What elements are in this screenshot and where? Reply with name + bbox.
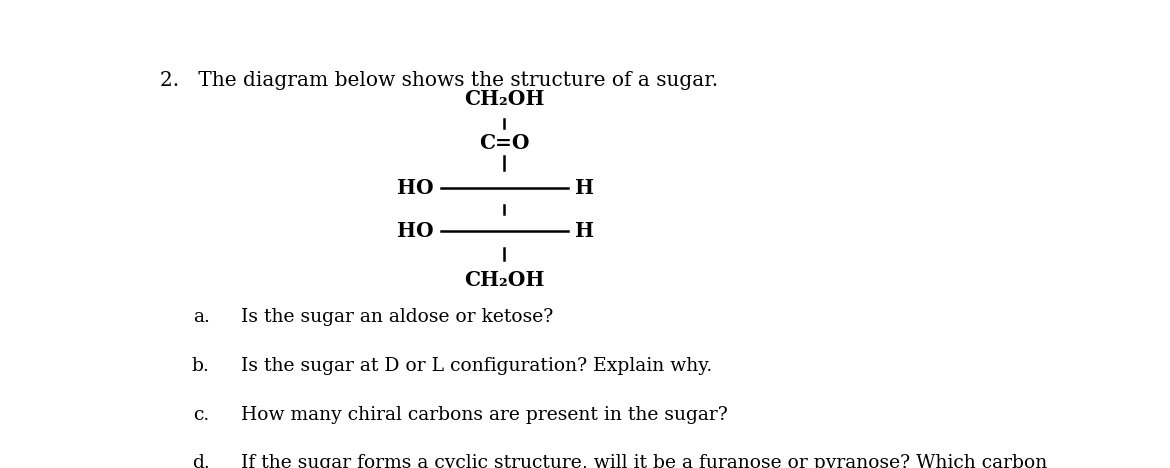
Text: d.: d. xyxy=(192,454,209,468)
Text: H: H xyxy=(576,178,594,197)
Text: HO: HO xyxy=(397,178,434,197)
Text: CH₂OH: CH₂OH xyxy=(464,89,544,110)
Text: c.: c. xyxy=(193,406,209,424)
Text: 2.   The diagram below shows the structure of a sugar.: 2. The diagram below shows the structure… xyxy=(160,71,718,89)
Text: H: H xyxy=(576,221,594,241)
Text: b.: b. xyxy=(192,357,209,375)
Text: If the sugar forms a cyclic structure, will it be a furanose or pyranose? Which : If the sugar forms a cyclic structure, w… xyxy=(241,454,1047,468)
Text: CH₂OH: CH₂OH xyxy=(464,270,544,290)
Text: How many chiral carbons are present in the sugar?: How many chiral carbons are present in t… xyxy=(241,406,728,424)
Text: HO: HO xyxy=(397,221,434,241)
Text: Is the sugar at D or L configuration? Explain why.: Is the sugar at D or L configuration? Ex… xyxy=(241,357,713,375)
Text: a.: a. xyxy=(193,308,209,326)
Text: C=O: C=O xyxy=(480,132,530,153)
Text: Is the sugar an aldose or ketose?: Is the sugar an aldose or ketose? xyxy=(241,308,553,326)
